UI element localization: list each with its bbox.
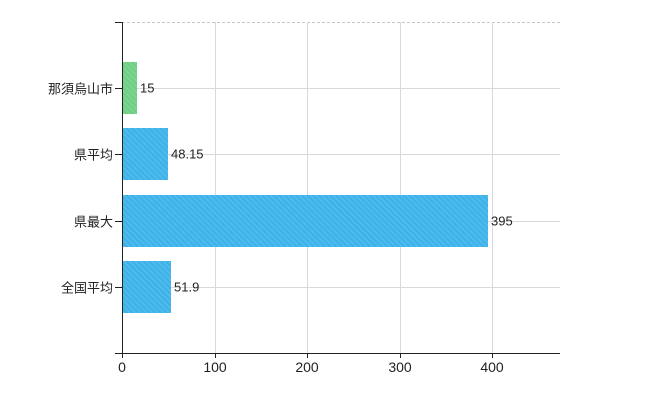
horizontal-gridline <box>122 88 560 89</box>
x-tick-label: 100 <box>203 359 227 375</box>
y-axis-top-tick <box>115 22 122 23</box>
x-tick-mark <box>122 353 123 358</box>
horizontal-gridline <box>122 287 560 288</box>
x-tick-label: 400 <box>480 359 504 375</box>
category-label: 県最大 <box>73 214 113 230</box>
category-label: 那須烏山市 <box>47 81 113 97</box>
x-tick-mark <box>307 353 308 358</box>
x-tick-mark <box>215 353 216 358</box>
bar <box>123 62 137 114</box>
category-label: 県平均 <box>73 147 113 163</box>
x-tick-mark <box>400 353 401 358</box>
vertical-gridline <box>307 22 308 353</box>
category-tick-mark <box>115 287 122 288</box>
y-axis-line <box>122 22 123 354</box>
category-tick-mark <box>115 221 122 222</box>
vertical-gridline <box>214 22 216 353</box>
category-label: 全国平均 <box>60 280 113 296</box>
x-axis-line <box>115 353 560 354</box>
vertical-gridline <box>492 22 493 353</box>
category-tick-mark <box>115 154 122 155</box>
plot-top-border <box>122 22 560 23</box>
value-label: 395 <box>491 213 513 229</box>
value-label: 15 <box>140 80 155 96</box>
x-tick-label: 200 <box>295 359 319 375</box>
value-label: 51.9 <box>174 279 200 295</box>
x-tick-label: 0 <box>118 359 126 375</box>
bar <box>123 128 168 180</box>
value-label: 48.15 <box>171 146 204 162</box>
horizontal-gridline <box>122 154 560 155</box>
vertical-gridline <box>399 22 401 353</box>
x-tick-label: 300 <box>388 359 412 375</box>
x-tick-mark <box>492 353 493 358</box>
bar <box>123 195 488 247</box>
category-tick-mark <box>115 88 122 89</box>
bar <box>123 261 171 313</box>
